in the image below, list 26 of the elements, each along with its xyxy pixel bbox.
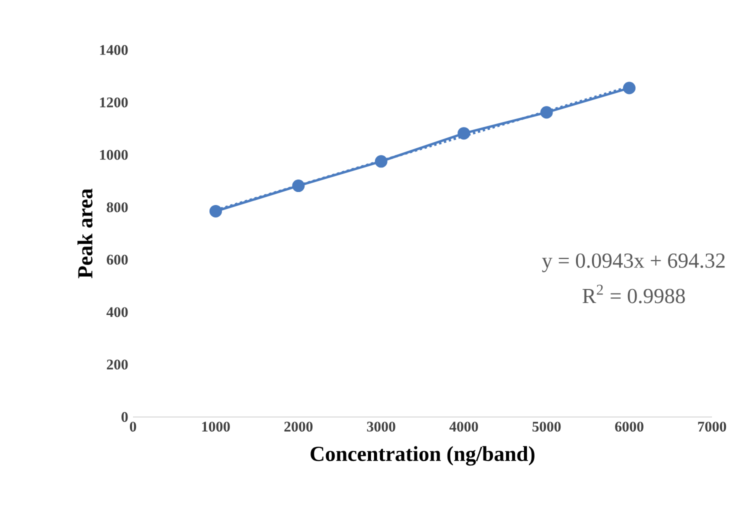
- annotation: R$^{2}$ = 0.9988: [582, 284, 685, 304]
- x-tick-label: 6000: [615, 422, 644, 432]
- y-tick-label: 0: [122, 412, 128, 422]
- x-tick-label: 3000: [367, 422, 396, 432]
- annotation: y = 0.0943x + 694.32: [542, 253, 725, 272]
- y-tick-label: 800: [106, 202, 128, 212]
- x-tick-label: 7000: [698, 422, 726, 432]
- y-tick-label: 1400: [100, 45, 128, 55]
- point: [540, 106, 553, 119]
- point: [292, 180, 305, 192]
- x-tick-label: 4000: [449, 422, 478, 432]
- y-tick-label: 400: [106, 307, 128, 318]
- point: [458, 127, 470, 140]
- x-tick-label: 1000: [202, 422, 230, 432]
- x-tick-label: 2000: [284, 422, 313, 432]
- y-tick-label: 1000: [100, 150, 128, 160]
- point: [374, 155, 388, 168]
- x-tick-label: 0: [130, 422, 136, 432]
- x-tick-label: 5000: [532, 422, 561, 432]
- x-axis-title: Concentration (ng/band): [310, 446, 534, 466]
- point: [209, 204, 222, 218]
- y-axis-title: Peak area: [77, 188, 92, 278]
- y-tick-label: 200: [106, 360, 128, 370]
- point: [623, 82, 636, 94]
- y-tick-label: 600: [106, 254, 128, 265]
- y-tick-label: 1200: [100, 97, 128, 108]
